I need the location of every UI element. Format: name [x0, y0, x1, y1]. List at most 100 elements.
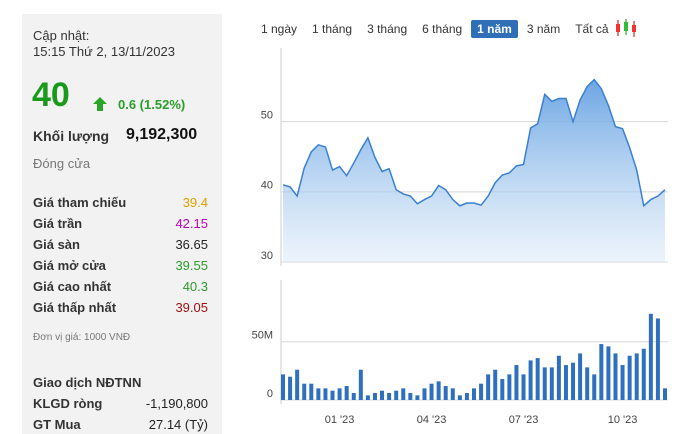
row-value: 40.3 [182, 279, 208, 294]
updated-label: Cập nhật: [33, 28, 90, 43]
x-tick-label: 10 '23 [608, 414, 638, 426]
volume-bar [443, 386, 448, 400]
y-tick-label: 0 [267, 388, 273, 400]
volume-bar [401, 388, 406, 400]
volume-bar [514, 365, 519, 400]
range-tab[interactable]: 3 tháng [367, 22, 408, 36]
volume-bar [436, 381, 441, 400]
volume-bar [585, 367, 590, 400]
volume-bar [556, 355, 561, 400]
volume-bar [592, 374, 597, 400]
up-arrow [93, 97, 107, 111]
volume-bar [620, 365, 625, 400]
row-value: 42.15 [175, 216, 208, 231]
x-tick-label: 07 '23 [509, 414, 539, 426]
volume-bar [606, 346, 611, 400]
range-tab[interactable]: 1 tháng [312, 22, 353, 36]
volume-bar [648, 313, 653, 400]
volume-bar [528, 360, 533, 400]
volume: 9,192,300 [126, 126, 198, 143]
volume-bar [486, 374, 491, 400]
volume-bar [634, 353, 639, 400]
price: 40 [32, 76, 70, 114]
x-tick-label: 04 '23 [417, 414, 447, 426]
range-tab[interactable]: 3 năm [526, 22, 561, 36]
volume-bar [323, 388, 328, 400]
volume-bar [464, 393, 469, 400]
row-label: Giá trần [33, 216, 83, 231]
range-tab[interactable]: 1 năm [471, 20, 518, 38]
volume-bar [655, 318, 660, 400]
volume-bar [358, 369, 363, 400]
volume-bar [422, 388, 427, 400]
price-area [283, 79, 665, 263]
row-label: Giá sàn [33, 237, 80, 252]
range-tab[interactable]: 6 tháng [422, 22, 463, 36]
y-tick-label: 40 [261, 180, 273, 192]
candle-icon[interactable] [614, 18, 638, 38]
volume-bar [493, 369, 498, 400]
volume-bar [372, 393, 377, 400]
volume-bar [337, 388, 342, 400]
y-tick-label: 50M [252, 330, 273, 342]
foreign-value: -1,190,800 [145, 396, 208, 411]
range-tab[interactable]: Tất cả [575, 22, 609, 36]
status: Đóng cửa [33, 156, 91, 171]
volume-bar [599, 344, 604, 400]
volume-bar [330, 390, 335, 400]
volume-bar [450, 388, 455, 400]
x-tick-label: 01 '23 [325, 414, 355, 426]
y-tick-label: 30 [261, 250, 273, 262]
row-value: 39.05 [175, 300, 208, 315]
volume-bar [613, 353, 618, 400]
volume-bar [627, 355, 632, 400]
volume-bar [408, 393, 413, 400]
volume-bar [281, 374, 285, 400]
volume-bar [415, 395, 420, 400]
volume-bar [535, 358, 540, 400]
volume-bar [563, 365, 568, 400]
range-tabs: 1 ngày 1 tháng 3 tháng 6 tháng 1 năm 3 năm Tất… [255, 20, 618, 38]
volume-bar [578, 353, 583, 400]
volume-bar [571, 362, 576, 400]
row-value: 39.4 [182, 195, 208, 210]
volume-bar [394, 390, 399, 400]
unit-note: Đơn vị giá: 1000 VNĐ [33, 332, 131, 343]
foreign-title: Giao dịch NĐTNN [33, 375, 142, 390]
volume-bar [309, 383, 314, 400]
volume-bar [302, 383, 307, 400]
volume-bar [549, 367, 554, 400]
row-value: 36.65 [175, 237, 208, 252]
updated: 15:15 Thứ 2, 13/11/2023 [33, 44, 175, 59]
volume-bar [457, 395, 462, 400]
volume-bar [500, 379, 505, 400]
price-line [282, 78, 666, 208]
change: 0.6 (1.52%) [118, 97, 186, 112]
foreign-value: 27.14 (Tỷ) [148, 417, 208, 432]
row-label: Giá cao nhất [33, 279, 112, 294]
volume-bar [472, 388, 476, 400]
volume-bar [288, 376, 293, 400]
foreign-label: GT Mua [33, 417, 81, 432]
volume-label: Khối lượng [33, 128, 110, 144]
volume-bar [542, 367, 547, 400]
volume-bar [380, 390, 385, 400]
volume-bar [365, 395, 370, 400]
row-label: Giá tham chiếu [33, 195, 127, 210]
range-tab[interactable]: 1 ngày [261, 22, 298, 36]
volume-bar [663, 388, 667, 400]
volume-bar [344, 386, 349, 400]
quote-panel: Cập nhật: 15:15 Thứ 2, 13/11/2023 40 0.6… [22, 14, 222, 434]
y-tick-label: 50 [261, 110, 273, 122]
foreign-label: KLGD ròng [33, 396, 103, 411]
volume-bar [507, 374, 512, 400]
volume-bar [429, 383, 434, 400]
row-value: 39.55 [175, 258, 208, 273]
row-label: Giá thấp nhất [33, 300, 117, 315]
volume-bar [479, 383, 484, 400]
row-label: Giá mở cửa [33, 258, 106, 273]
volume-bar [351, 393, 356, 400]
volume-bar [641, 348, 646, 400]
